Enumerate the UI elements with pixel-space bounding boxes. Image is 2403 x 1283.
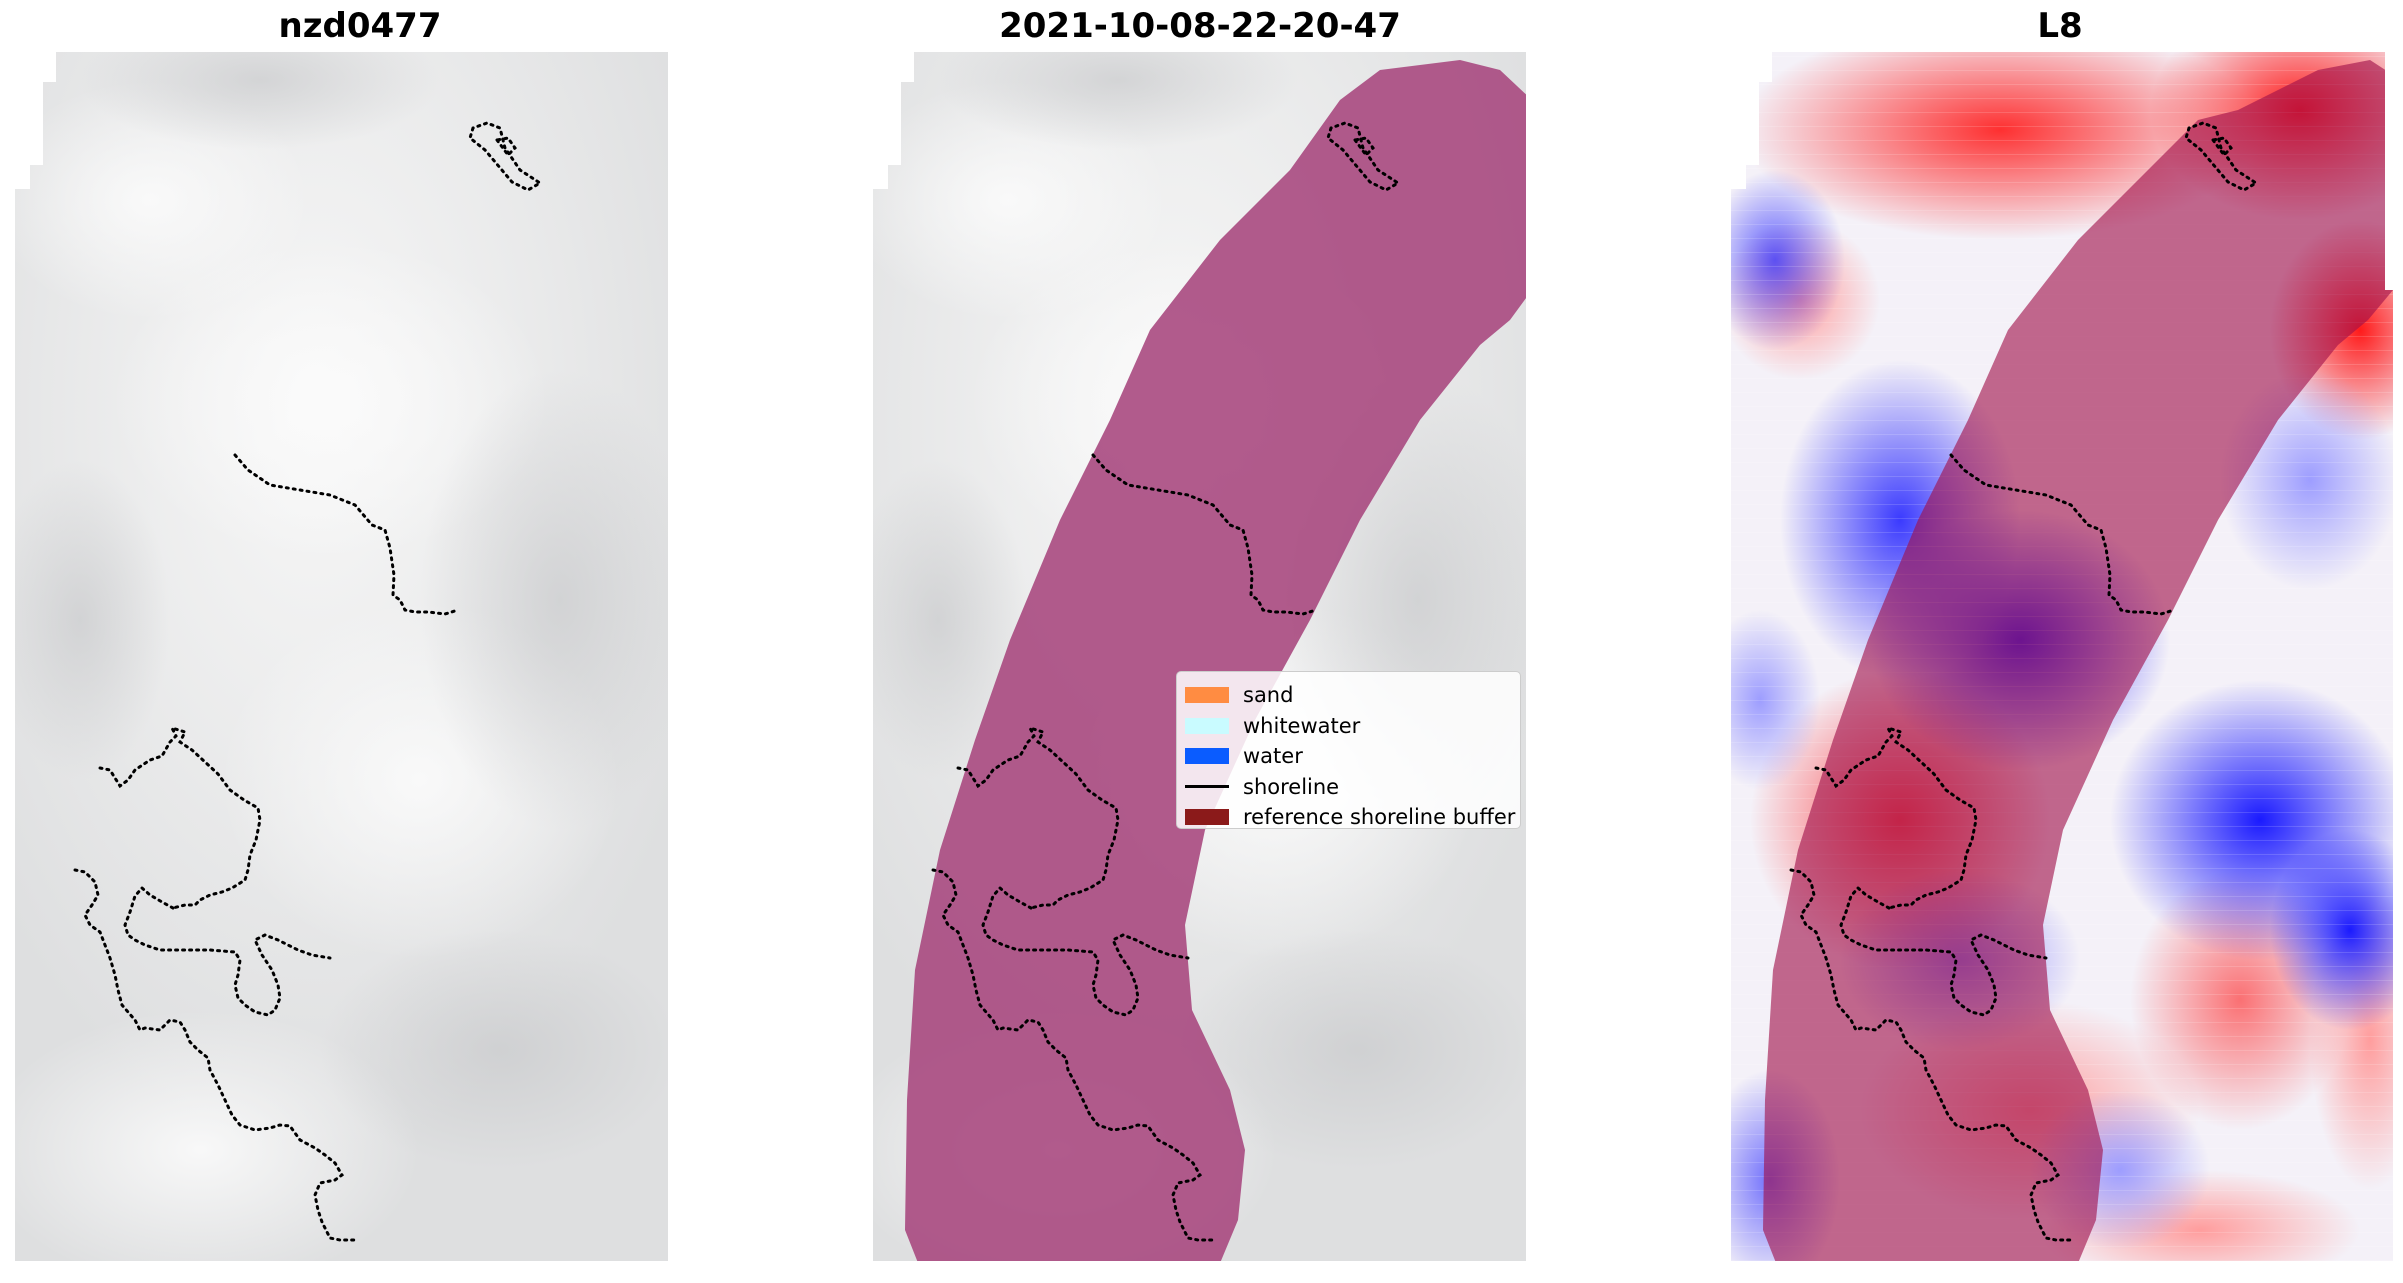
rgb-image-panel [15,52,668,1261]
panel-title-l8: L8 [2037,6,2083,46]
legend-label: reference shoreline buffer [1243,805,1516,830]
sand-swatch [1185,687,1229,704]
legend-item-water: water [1185,741,1520,772]
panel-title-classified: 2021-10-08-22-20-47 [999,6,1401,46]
legend-item-whitewater: whitewater [1185,711,1520,742]
classified-image-panel [873,52,1526,1261]
shoreline-line-swatch [1185,785,1229,789]
whitewater-swatch [1185,717,1229,734]
water-swatch [1185,748,1229,765]
legend-label: sand [1243,683,1294,708]
l8-image-panel [1731,52,2393,1261]
legend: sand whitewater water shoreline referenc… [1176,671,1521,829]
reference-buffer-swatch [1185,809,1229,826]
panel-title-rgb: nzd0477 [278,6,442,46]
legend-label: water [1243,744,1303,769]
legend-label: whitewater [1243,713,1361,738]
legend-label: shoreline [1243,774,1340,799]
legend-item-reference-buffer: reference shoreline buffer [1185,802,1520,833]
legend-item-sand: sand [1185,680,1520,711]
legend-item-shoreline: shoreline [1185,772,1520,803]
